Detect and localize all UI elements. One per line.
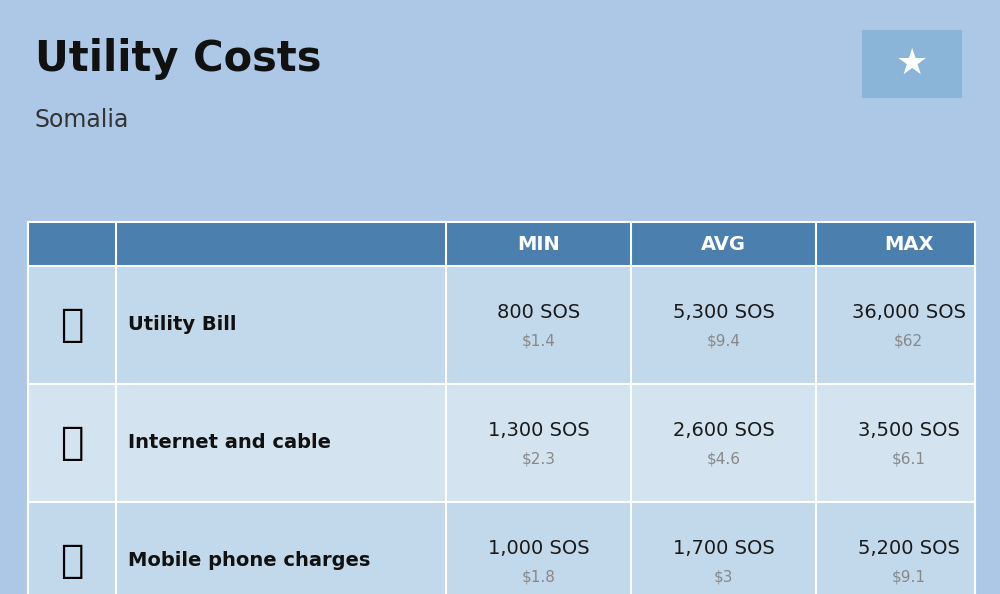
Text: 📱: 📱: [60, 542, 84, 580]
Text: 36,000 SOS: 36,000 SOS: [852, 304, 966, 323]
Text: 800 SOS: 800 SOS: [497, 304, 580, 323]
Bar: [28, 266, 975, 384]
Text: $4.6: $4.6: [706, 451, 740, 466]
Bar: [862, 30, 962, 98]
Text: $62: $62: [894, 333, 923, 349]
Bar: [28, 222, 975, 266]
Text: 3,500 SOS: 3,500 SOS: [858, 422, 959, 441]
Text: Utility Costs: Utility Costs: [35, 38, 322, 80]
Text: 5,200 SOS: 5,200 SOS: [858, 539, 959, 558]
Text: 5,300 SOS: 5,300 SOS: [673, 304, 774, 323]
Text: Somalia: Somalia: [35, 108, 129, 132]
Bar: [44, 533, 100, 589]
Bar: [28, 502, 975, 594]
Text: Utility Bill: Utility Bill: [128, 315, 237, 334]
Bar: [44, 415, 100, 470]
Text: 1,000 SOS: 1,000 SOS: [488, 539, 589, 558]
Text: $2.3: $2.3: [522, 451, 556, 466]
Text: $6.1: $6.1: [892, 451, 926, 466]
Text: Mobile phone charges: Mobile phone charges: [128, 551, 370, 570]
Text: 🔧: 🔧: [60, 306, 84, 344]
Text: AVG: AVG: [701, 235, 746, 254]
Text: $9.1: $9.1: [892, 570, 926, 584]
Text: MIN: MIN: [517, 235, 560, 254]
Text: 1,300 SOS: 1,300 SOS: [488, 422, 589, 441]
Text: MAX: MAX: [884, 235, 933, 254]
Text: 2,600 SOS: 2,600 SOS: [673, 422, 774, 441]
Bar: [28, 384, 975, 502]
Text: 1,700 SOS: 1,700 SOS: [673, 539, 774, 558]
Text: 📡: 📡: [60, 424, 84, 462]
Text: $3: $3: [714, 570, 733, 584]
Text: $1.8: $1.8: [522, 570, 555, 584]
Bar: [44, 298, 100, 352]
Text: $9.4: $9.4: [706, 333, 740, 349]
Text: ★: ★: [896, 47, 928, 81]
Text: Internet and cable: Internet and cable: [128, 434, 331, 453]
Text: $1.4: $1.4: [522, 333, 555, 349]
